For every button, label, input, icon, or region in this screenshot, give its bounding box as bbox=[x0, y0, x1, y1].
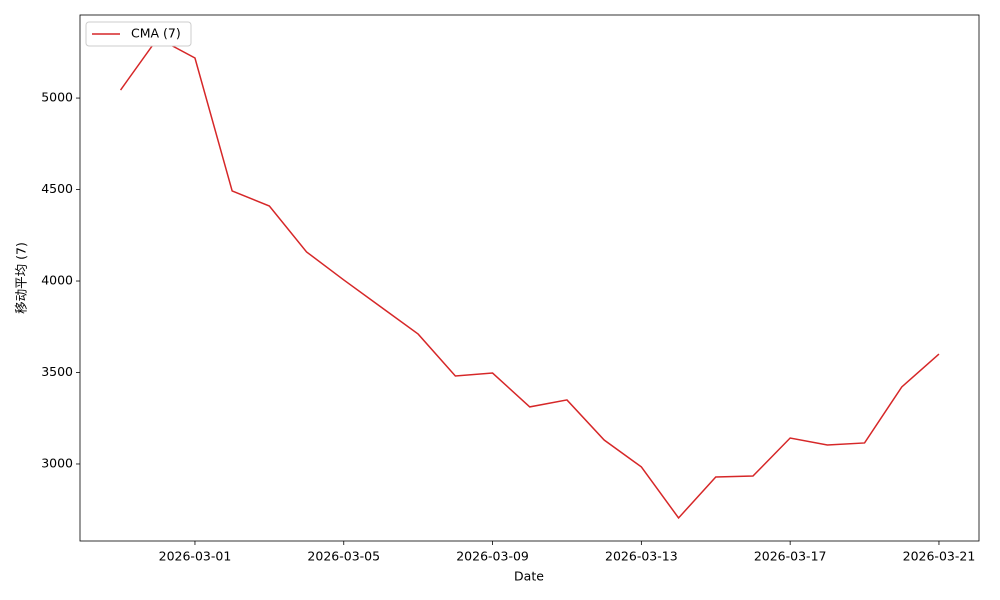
y-tick-label: 3000 bbox=[41, 455, 73, 470]
legend-label: CMA (7) bbox=[131, 26, 181, 41]
y-tick-label: 4500 bbox=[41, 181, 73, 196]
y-tick-label: 4000 bbox=[41, 273, 73, 288]
y-tick-label: 5000 bbox=[41, 90, 73, 105]
x-tick-label: 2026-03-17 bbox=[754, 549, 827, 564]
y-tick-label: 3500 bbox=[41, 364, 73, 379]
x-tick-label: 2026-03-05 bbox=[307, 549, 380, 564]
y-axis-label: 移动平均 (7) bbox=[14, 242, 29, 314]
legend-box bbox=[85, 21, 192, 47]
x-tick-label: 2026-03-09 bbox=[456, 549, 529, 564]
line-series bbox=[119, 37, 940, 520]
x-tick-label: 2026-03-13 bbox=[605, 549, 678, 564]
x-tick-label: 2026-03-01 bbox=[159, 549, 232, 564]
plot-frame bbox=[79, 14, 980, 542]
x-tick-label: 2026-03-21 bbox=[903, 549, 976, 564]
x-axis-label: Date bbox=[514, 569, 544, 584]
